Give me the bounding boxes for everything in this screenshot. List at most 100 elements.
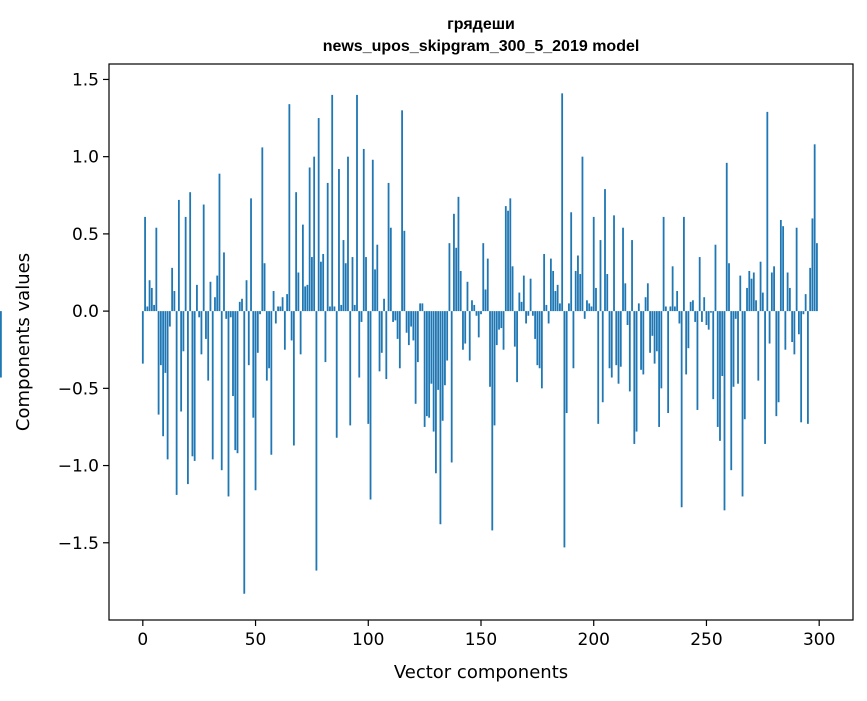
bar [475,311,478,316]
bar [365,257,367,312]
bar [766,111,769,312]
bar [342,240,345,312]
bar [710,311,712,313]
bar [599,240,602,312]
bar [398,311,401,369]
bar [498,311,500,330]
x-tick-label: 200 [578,630,610,650]
bar [531,311,534,316]
bar [360,311,363,322]
bar [502,311,505,350]
bar [202,204,205,312]
bar [236,311,239,454]
bar [525,311,527,324]
bar [270,311,273,455]
bar [649,311,651,353]
bar [191,311,194,457]
bar [261,147,264,312]
bar [279,306,282,312]
bar [182,311,185,352]
bar [286,294,289,312]
bar [734,311,737,319]
bar [570,212,573,312]
bar [349,311,352,426]
bar [412,311,415,341]
bar [617,311,620,384]
bar [809,267,812,312]
bar [425,311,428,417]
bar [173,291,176,312]
bar [504,206,507,312]
bar [694,311,697,322]
bar [764,311,766,444]
bar [324,311,327,363]
bar [362,148,365,312]
bar [791,311,794,342]
bar [793,311,796,355]
bar [326,182,329,312]
bar [432,311,435,432]
bar [313,156,316,312]
bar [374,269,376,312]
x-tick-label: 150 [465,630,497,650]
bar [619,311,622,367]
bar [482,243,485,312]
bar [484,289,487,312]
bar [338,169,340,312]
bar [628,311,631,392]
bar [450,311,453,463]
bar [299,311,302,355]
bar [608,311,611,369]
bar [223,252,225,312]
bar [723,311,726,511]
bar [527,311,530,316]
x-axis: 0 50 100 150 200 250 300 [137,620,835,650]
bar [586,300,588,312]
bar [444,311,446,386]
bar [574,270,577,312]
bar [673,306,676,312]
bar [701,311,703,322]
bar [308,167,311,312]
bar [725,162,728,312]
bar [565,311,568,414]
bar [196,284,198,312]
bar [779,219,782,312]
bar [606,274,609,312]
x-tick-label: 300 [803,630,835,650]
bar [166,311,169,460]
bar [543,253,546,312]
bar [141,311,144,364]
bar [653,311,656,364]
bar [712,311,715,400]
bar [225,311,228,319]
bar [229,311,232,318]
bar [290,311,293,341]
bar [466,281,469,312]
bar [378,311,381,372]
bar [234,311,237,451]
bar [227,311,230,497]
bar [371,159,374,312]
bar [464,311,467,344]
bar [610,311,613,378]
bar [358,311,361,378]
bar [743,311,746,420]
bar [428,311,431,418]
bar [462,311,464,350]
bar [669,306,672,312]
bar [159,311,162,366]
bar [556,284,559,312]
bar [376,244,379,312]
bar [311,257,313,312]
bar [489,311,491,387]
bar [392,311,394,322]
bar [707,311,710,330]
bar [383,298,385,312]
bar [295,192,298,312]
bar [770,272,773,312]
bar [252,311,255,418]
bar [518,292,521,312]
bar [590,306,593,312]
